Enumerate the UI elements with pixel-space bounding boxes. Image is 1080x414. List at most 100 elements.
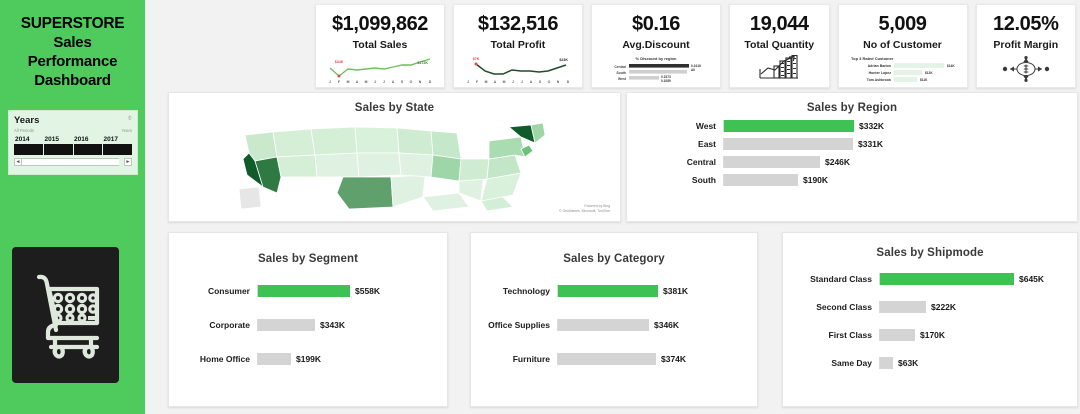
svg-text:J: J xyxy=(329,80,331,84)
scroll-left-icon[interactable]: ◄ xyxy=(14,158,22,166)
state-arizona-utah xyxy=(276,154,318,178)
bar-fill[interactable] xyxy=(258,285,350,297)
brand-title: SUPERSTORE Sales Performance Dashboard xyxy=(0,0,145,90)
axis-line xyxy=(723,138,724,150)
profit-sparkline: $7K $23K J F M A M J J A S O N D xyxy=(467,57,570,84)
bar-value: $331K xyxy=(858,139,884,149)
bar-fill[interactable] xyxy=(880,273,1014,285)
usa-choropleth-map[interactable] xyxy=(225,115,565,215)
kpi-card-total-quantity[interactable]: 19,044 Total Quantity xyxy=(729,4,830,88)
bar-row[interactable]: Furniture $374K xyxy=(481,353,747,365)
kpi-card-avg-discount[interactable]: $0.16 Avg.Discount % Discount by region … xyxy=(591,4,721,88)
spark-end-label: $172K xyxy=(417,61,428,65)
slicer-year-2017[interactable]: 2017 xyxy=(103,136,118,143)
slicer-scrollbar[interactable]: ◄ ► xyxy=(14,158,132,166)
bar-row[interactable]: Home Office $199K xyxy=(179,353,437,365)
slicer-segment-2015[interactable] xyxy=(43,144,74,155)
eraser-icon[interactable]: ⌽ xyxy=(127,115,132,122)
kpi-card-no-of-customer[interactable]: 5,009 No of Customer Top 3 Rated Custome… xyxy=(837,4,968,88)
axis-line xyxy=(879,301,880,313)
state-carolinas-georgia xyxy=(480,172,522,202)
bar-fill[interactable] xyxy=(258,319,315,331)
slicer-segment-2016[interactable] xyxy=(73,144,104,155)
sales-by-segment-card[interactable]: Sales by Segment Consumer $558K Corporat… xyxy=(168,232,448,407)
bar-fill[interactable] xyxy=(558,353,656,365)
bar-row[interactable]: Same Day $63K xyxy=(793,357,1067,369)
bar-fill[interactable] xyxy=(880,329,915,341)
bar-fill[interactable] xyxy=(880,357,893,369)
kpi-visual: $7K $23K J F M A M J J A S O N D xyxy=(454,51,582,87)
chart-title: Sales by Shipmode xyxy=(876,247,984,259)
slicer-segment-2017[interactable] xyxy=(103,144,132,155)
bar-category: Home Office xyxy=(199,354,250,364)
sales-by-shipmode-card[interactable]: Sales by Shipmode Standard Class $645K S… xyxy=(782,232,1078,407)
bar-value: $199K xyxy=(296,354,322,364)
years-slicer[interactable]: Years ⌽ All Periods Years 2014 2015 2016… xyxy=(8,110,138,175)
svg-text:O: O xyxy=(410,80,413,84)
svg-text:0.1089: 0.1089 xyxy=(661,79,671,83)
kpi-value: 12.05% xyxy=(993,13,1059,35)
bar-fill[interactable] xyxy=(558,285,658,297)
kpi-value: $132,516 xyxy=(477,13,559,35)
kpi-visual: $34K $172K J F M A M J J A S O N D xyxy=(316,51,444,87)
bar-value: $381K xyxy=(663,286,689,296)
bar-row[interactable]: Consumer $558K xyxy=(179,285,437,297)
svg-text:0.1573: 0.1573 xyxy=(661,75,671,79)
slicer-year-2014[interactable]: 2014 xyxy=(15,136,30,143)
kpi-value: $1,099,862 xyxy=(331,13,429,35)
minichart-values: 0.2418 All 0.1573 0.1089 xyxy=(661,64,701,83)
bar-fill[interactable] xyxy=(880,301,926,313)
svg-text:A: A xyxy=(530,80,533,84)
bar-row[interactable]: East $331K xyxy=(637,138,1067,150)
brand-line-3: Performance xyxy=(27,53,118,70)
slicer-year-2016[interactable]: 2016 xyxy=(74,136,89,143)
bar-category: First Class xyxy=(828,330,872,340)
bar-row[interactable]: Standard Class $645K xyxy=(793,273,1067,285)
sales-by-category-card[interactable]: Sales by Category Technology $381K Offic… xyxy=(470,232,758,407)
bar-row[interactable]: Office Supplies $346K xyxy=(481,319,747,331)
svg-text:A: A xyxy=(392,80,395,84)
slicer-year-2015[interactable]: 2015 xyxy=(44,136,59,143)
bar-row[interactable]: Central $246K xyxy=(637,156,1067,168)
bar-fill[interactable] xyxy=(258,353,291,365)
svg-text:$14K: $14K xyxy=(947,64,955,68)
bar-row[interactable]: South $190K xyxy=(637,174,1067,186)
kpi-visual: Top 3 Rated Customer Adrian Barton Hunte… xyxy=(839,51,967,87)
svg-text:J: J xyxy=(512,80,514,84)
bar-fill[interactable] xyxy=(724,174,798,186)
svg-text:Central: Central xyxy=(614,65,626,69)
kpi-card-total-sales[interactable]: $1,099,862 Total Sales $34K $172K J F M A M… xyxy=(315,4,445,88)
slicer-segment-2014[interactable] xyxy=(14,144,44,155)
svg-text:All: All xyxy=(691,68,695,72)
bar-fill[interactable] xyxy=(558,319,649,331)
bar-row[interactable]: West $332K xyxy=(637,120,1067,132)
svg-text:D: D xyxy=(567,80,570,84)
attribution-line-1: Powered by Bing xyxy=(584,204,610,208)
bar-row[interactable]: Corporate $343K xyxy=(179,319,437,331)
main-area: $1,099,862 Total Sales $34K $172K J F M A M… xyxy=(145,0,1080,414)
bar-row[interactable]: Technology $381K xyxy=(481,285,747,297)
svg-text:Adrian Barton: Adrian Barton xyxy=(867,64,890,68)
scroll-thumb[interactable] xyxy=(22,158,119,166)
bar-fill[interactable] xyxy=(724,138,853,150)
kpi-card-total-profit[interactable]: $132,516 Total Profit $7K $23K J F M A M J J… xyxy=(453,4,583,88)
sales-by-region-card[interactable]: Sales by Region West $332K East $331K Ce… xyxy=(626,92,1078,222)
bar-fill[interactable] xyxy=(724,156,820,168)
bar-fill[interactable] xyxy=(724,120,854,132)
bar-value: $246K xyxy=(825,157,851,167)
kpi-label: Total Sales xyxy=(352,39,408,51)
scroll-right-icon[interactable]: ► xyxy=(124,158,132,166)
svg-text:N: N xyxy=(419,80,422,84)
slicer-type-label: Years xyxy=(121,128,132,133)
bar-row[interactable]: First Class $170K xyxy=(793,329,1067,341)
sales-by-state-card[interactable]: Sales by State xyxy=(168,92,621,222)
state-illinois-indiana xyxy=(430,154,462,182)
bar-value: $346K xyxy=(654,320,680,330)
kpi-card-profit-margin[interactable]: 12.05% Profit Margin xyxy=(975,4,1076,88)
kpi-visual: % Discount by region Central South West … xyxy=(592,51,720,87)
bar-row[interactable]: Second Class $222K xyxy=(793,301,1067,313)
discount-by-region-minichart: % Discount by region Central South West … xyxy=(614,56,701,83)
slicer-timeline-track[interactable] xyxy=(14,144,132,155)
